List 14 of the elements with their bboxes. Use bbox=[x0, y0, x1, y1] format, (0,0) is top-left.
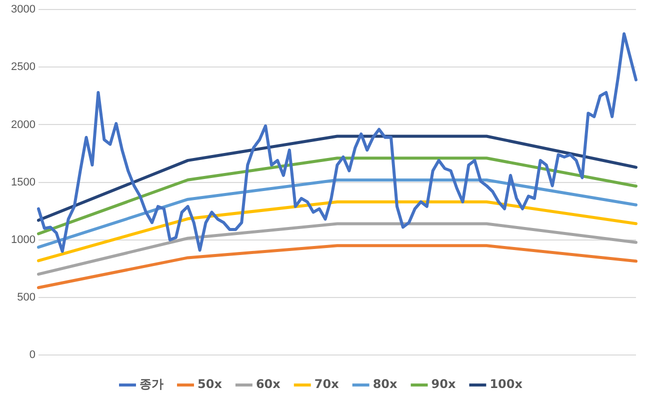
legend-label: 종가 bbox=[140, 377, 164, 392]
legend-label: 70x bbox=[314, 377, 340, 392]
y-tick-label: 1500 bbox=[10, 176, 36, 188]
legend-label: 60x bbox=[256, 377, 281, 392]
y-tick-label: 2500 bbox=[10, 61, 36, 74]
y-tick-label: 1000 bbox=[10, 234, 36, 246]
legend-label: 80x bbox=[372, 377, 398, 392]
legend-label: 100x bbox=[490, 377, 523, 392]
y-tick-label: 3000 bbox=[10, 4, 36, 16]
y-tick-label: 500 bbox=[17, 291, 36, 304]
y-tick-label: 2000 bbox=[10, 118, 36, 131]
legend-label: 90x bbox=[431, 377, 456, 392]
legend-label: 50x bbox=[198, 377, 222, 392]
y-tick-label: 0 bbox=[29, 349, 36, 362]
